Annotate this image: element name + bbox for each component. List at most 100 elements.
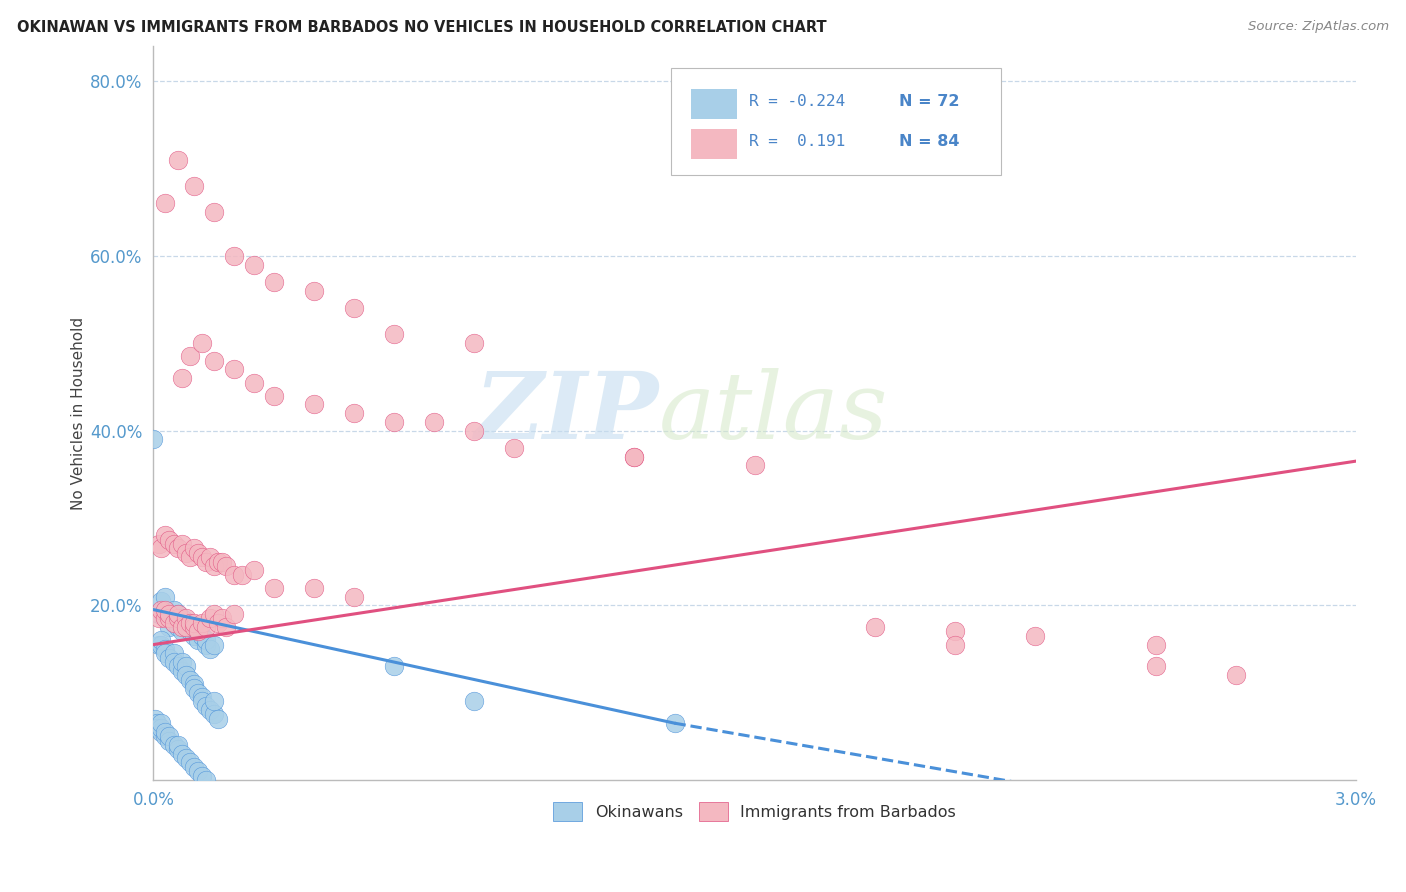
Point (174, 611, 197, 625)
Point (162, 646, 184, 660)
Point (263, 389, 285, 403)
Point (190, 629, 212, 643)
Point (166, 738, 188, 752)
Point (174, 668, 197, 682)
Point (194, 620, 217, 634)
Point (179, 550, 201, 565)
Point (170, 624, 193, 639)
Point (198, 550, 221, 565)
Point (463, 336, 485, 351)
Point (166, 659, 188, 673)
Point (159, 533, 181, 547)
FancyBboxPatch shape (690, 89, 737, 119)
Point (166, 607, 188, 621)
Point (159, 611, 181, 625)
Point (194, 633, 217, 648)
Point (183, 541, 205, 556)
Point (222, 607, 245, 621)
Point (159, 650, 181, 665)
Point (170, 620, 193, 634)
Point (170, 537, 193, 551)
Point (463, 694, 485, 708)
Text: N = 72: N = 72 (898, 94, 959, 109)
Point (187, 624, 209, 639)
Point (343, 406, 366, 420)
Point (155, 641, 177, 656)
Point (198, 703, 221, 717)
Point (150, 725, 173, 739)
Point (187, 764, 209, 779)
Point (159, 733, 181, 747)
Point (150, 594, 173, 608)
Y-axis label: No Vehicles in Household: No Vehicles in Household (72, 317, 86, 509)
Point (214, 558, 236, 573)
Point (166, 541, 188, 556)
Point (222, 567, 245, 582)
Point (198, 611, 221, 625)
Point (159, 607, 181, 621)
Point (194, 772, 217, 787)
Point (155, 602, 177, 616)
Text: ZIP: ZIP (474, 368, 658, 458)
Point (943, 638, 966, 652)
FancyBboxPatch shape (671, 68, 1001, 175)
Point (150, 721, 173, 735)
Point (179, 615, 201, 630)
Point (159, 611, 181, 625)
Point (155, 729, 177, 743)
Point (150, 602, 173, 616)
Point (190, 615, 212, 630)
Point (162, 615, 184, 630)
Point (202, 205, 225, 219)
Point (162, 655, 184, 669)
Point (382, 415, 405, 429)
Point (222, 362, 245, 376)
Text: R =  0.191: R = 0.191 (748, 134, 845, 149)
Point (190, 336, 212, 351)
Point (187, 685, 209, 699)
Point (174, 615, 197, 630)
Point (170, 664, 193, 678)
Point (1225, 668, 1247, 682)
Point (166, 620, 188, 634)
Point (190, 550, 212, 565)
Point (155, 725, 177, 739)
Point (194, 555, 217, 569)
Point (183, 615, 205, 630)
Point (202, 558, 225, 573)
Point (503, 441, 526, 455)
Point (183, 178, 205, 193)
Point (463, 424, 485, 438)
Point (943, 624, 966, 639)
Text: Source: ZipAtlas.com: Source: ZipAtlas.com (1249, 20, 1389, 33)
Point (183, 681, 205, 696)
Point (211, 611, 233, 625)
Point (207, 615, 229, 630)
Point (170, 655, 193, 669)
Point (1144, 638, 1167, 652)
Point (302, 581, 325, 595)
Point (183, 760, 205, 774)
Point (382, 327, 405, 342)
Point (302, 397, 325, 411)
Point (242, 258, 264, 272)
Point (190, 690, 212, 704)
Point (148, 607, 170, 621)
Point (162, 602, 184, 616)
Point (664, 716, 686, 731)
Point (166, 611, 188, 625)
Point (150, 638, 173, 652)
Point (190, 694, 212, 708)
Point (179, 756, 201, 770)
Point (183, 620, 205, 634)
Point (231, 567, 253, 582)
Point (211, 555, 233, 569)
Point (423, 415, 446, 429)
Point (155, 528, 177, 542)
Point (174, 659, 197, 673)
Text: OKINAWAN VS IMMIGRANTS FROM BARBADOS NO VEHICLES IN HOUSEHOLD CORRELATION CHART: OKINAWAN VS IMMIGRANTS FROM BARBADOS NO … (17, 20, 827, 35)
Point (155, 196, 177, 211)
Point (744, 458, 766, 473)
Point (207, 555, 229, 569)
Point (179, 349, 201, 363)
